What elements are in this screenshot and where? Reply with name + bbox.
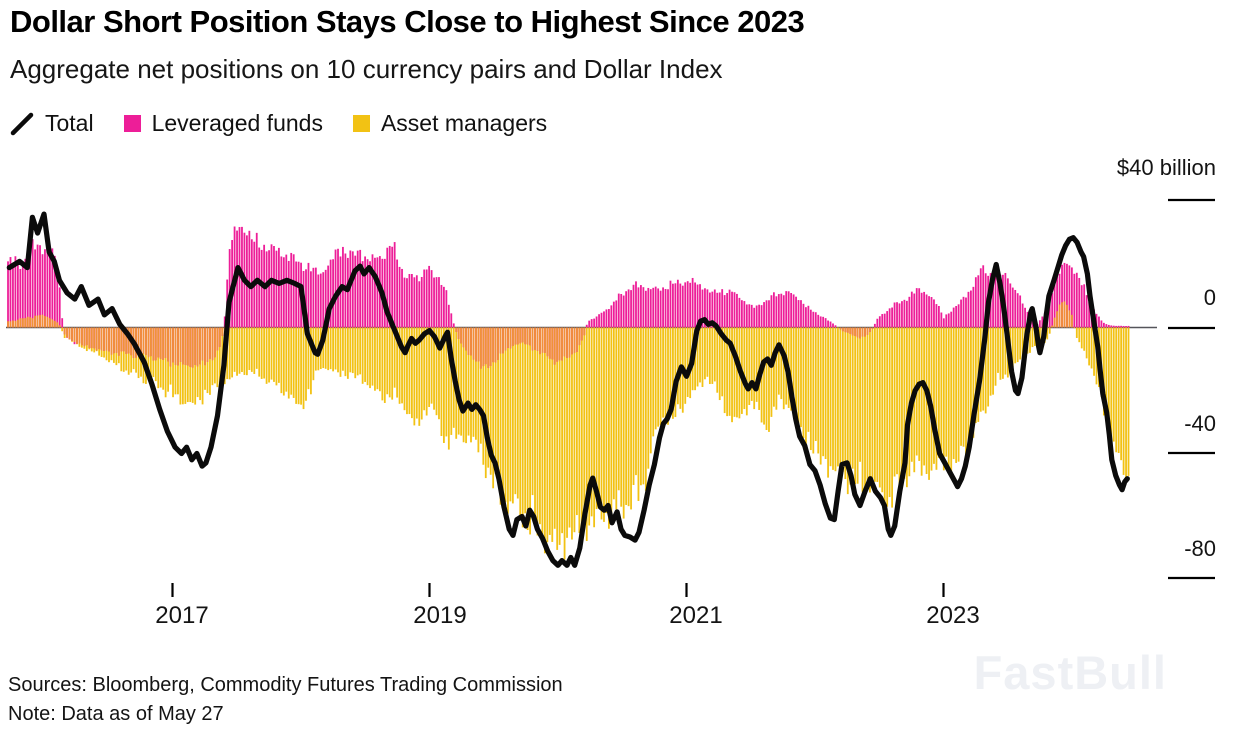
legend-label-asset-managers: Asset managers	[380, 110, 548, 136]
note-line: Note: Data as of May 27	[8, 703, 224, 725]
watermark: FastBull	[973, 646, 1167, 699]
legend-label-total: Total	[45, 110, 94, 136]
x-axis-label-2021: 2021	[669, 602, 723, 629]
source-line: Sources: Bloomberg, Commodity Futures Tr…	[8, 674, 563, 696]
asset-managers-swatch-icon	[352, 115, 370, 132]
total-line-icon	[10, 112, 34, 135]
y-axis-label-neg80: -80	[1184, 536, 1216, 561]
legend-item-total: Total	[10, 110, 94, 137]
x-axis-label-2023: 2023	[926, 602, 980, 629]
legend-label-leveraged-funds: Leveraged funds	[151, 110, 323, 136]
legend-item-leveraged-funds: Leveraged funds	[123, 110, 323, 137]
chart-title: Dollar Short Position Stays Close to Hig…	[10, 4, 805, 39]
y-axis-label-0: 0	[1203, 285, 1216, 310]
legend-item-asset-managers: Asset managers	[352, 110, 548, 137]
y-axis-label-neg40: -40	[1184, 411, 1216, 436]
y-axis-label-40: $40 billion	[1116, 155, 1216, 180]
leveraged-funds-swatch-icon	[123, 115, 141, 132]
x-axis-label-2017: 2017	[155, 602, 209, 629]
legend: Total Leveraged funds Asset managers	[10, 110, 547, 137]
x-axis-label-2019: 2019	[413, 602, 467, 629]
chart-subtitle: Aggregate net positions on 10 currency p…	[10, 54, 723, 84]
